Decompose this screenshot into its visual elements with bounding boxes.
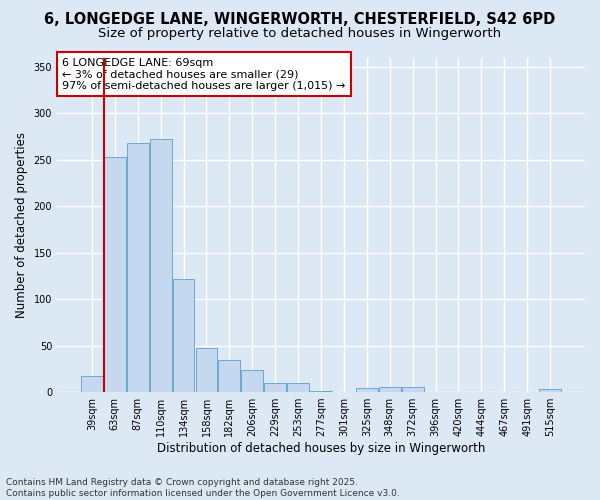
Bar bbox=[402, 388, 424, 392]
Bar bbox=[379, 388, 401, 392]
Text: 6, LONGEDGE LANE, WINGERWORTH, CHESTERFIELD, S42 6PD: 6, LONGEDGE LANE, WINGERWORTH, CHESTERFI… bbox=[44, 12, 556, 28]
X-axis label: Distribution of detached houses by size in Wingerworth: Distribution of detached houses by size … bbox=[157, 442, 485, 455]
Bar bbox=[287, 383, 309, 392]
Bar bbox=[356, 388, 378, 392]
Bar bbox=[218, 360, 240, 392]
Bar bbox=[196, 348, 217, 392]
Y-axis label: Number of detached properties: Number of detached properties bbox=[15, 132, 28, 318]
Text: Contains HM Land Registry data © Crown copyright and database right 2025.
Contai: Contains HM Land Registry data © Crown c… bbox=[6, 478, 400, 498]
Bar bbox=[150, 140, 172, 392]
Bar bbox=[539, 390, 561, 392]
Bar bbox=[310, 391, 332, 392]
Bar bbox=[265, 383, 286, 392]
Bar bbox=[81, 376, 103, 392]
Text: 6 LONGEDGE LANE: 69sqm
← 3% of detached houses are smaller (29)
97% of semi-deta: 6 LONGEDGE LANE: 69sqm ← 3% of detached … bbox=[62, 58, 346, 90]
Bar bbox=[173, 278, 194, 392]
Text: Size of property relative to detached houses in Wingerworth: Size of property relative to detached ho… bbox=[98, 28, 502, 40]
Bar bbox=[104, 157, 126, 392]
Bar bbox=[127, 143, 149, 392]
Bar bbox=[241, 370, 263, 392]
